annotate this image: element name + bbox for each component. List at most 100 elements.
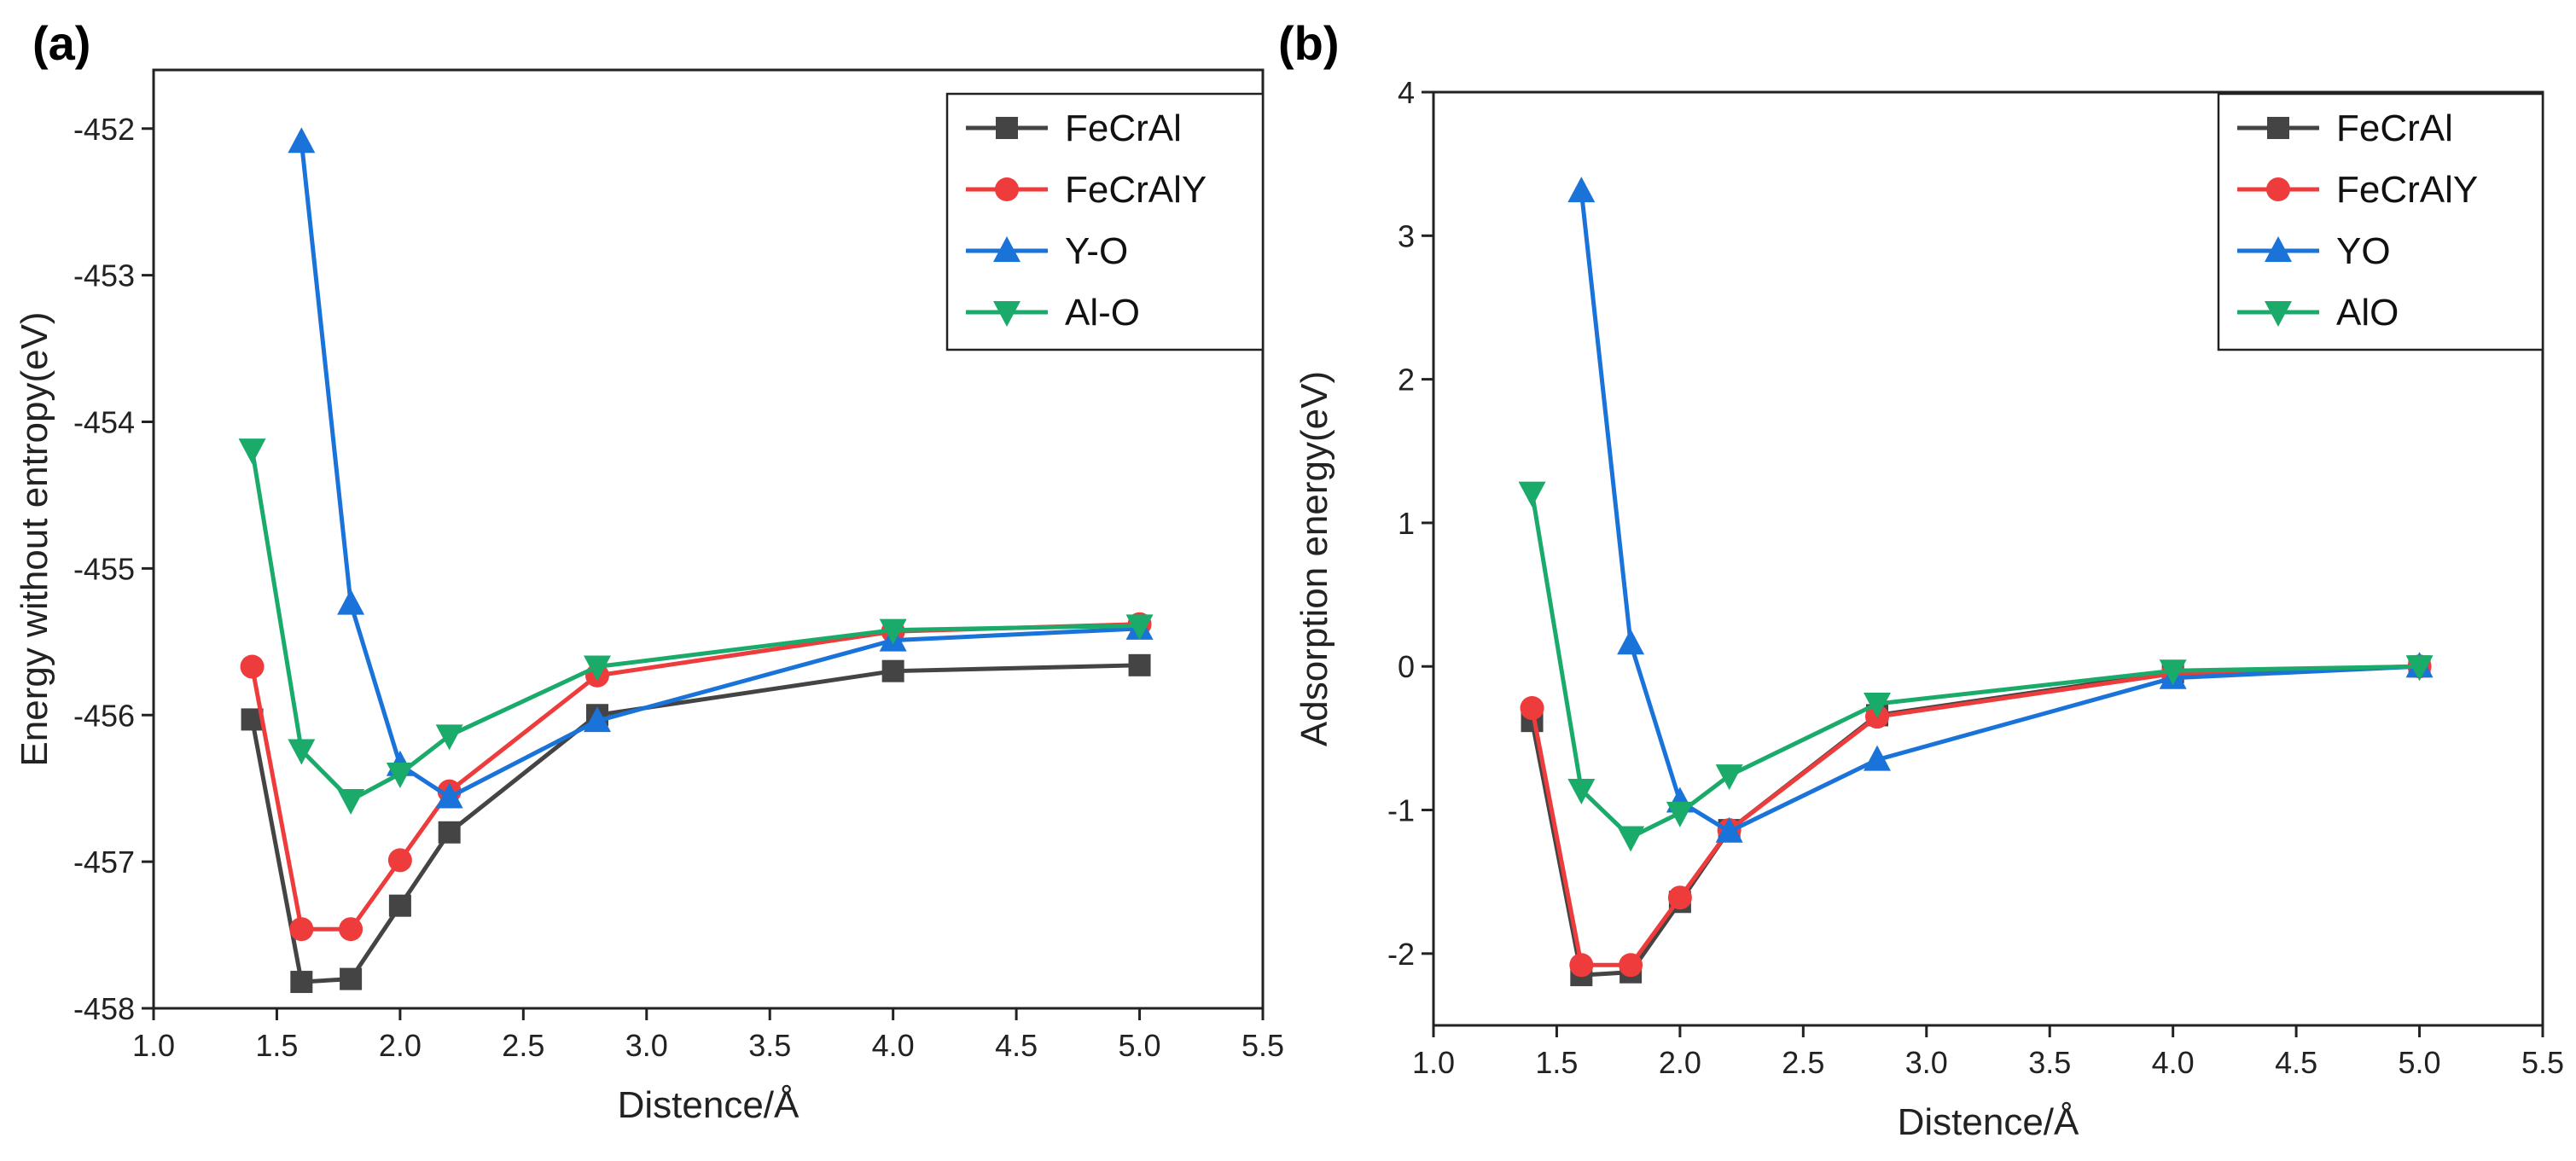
x-tick-label: 5.0 [1119, 1028, 1161, 1063]
data-point-fecraly [387, 848, 412, 873]
data-point-yo [1864, 745, 1891, 771]
x-tick-label: 4.0 [2152, 1045, 2195, 1080]
y-tick-label: -456 [73, 698, 135, 733]
data-point-y-o [337, 589, 365, 615]
data-point-al-o [1125, 614, 1154, 641]
chart-panel-b: (b) 1.0 1.5 2.0 2.5 3.0 3.5 4.0 4.5 5.0 5.5 -2 -1 0 1 2… [1278, 16, 2564, 1143]
x-tick-label: 1.5 [255, 1028, 298, 1063]
data-point-fecraly [1520, 696, 1544, 721]
y-tick-label: 0 [1398, 649, 1415, 684]
x-tick-label: 1.5 [1535, 1045, 1578, 1080]
data-point-fecral [438, 821, 461, 844]
panel-label: (a) [32, 16, 90, 70]
x-tick-label: 5.5 [1241, 1028, 1284, 1063]
series-line-al-o [250, 449, 1140, 803]
data-point-fecral [340, 967, 363, 990]
y-tick-label: 1 [1398, 506, 1415, 541]
x-tick-label: 2.0 [1659, 1045, 1701, 1080]
y-tick-label: -452 [73, 112, 135, 147]
y-tick-label: 4 [1398, 75, 1415, 110]
legend-marker-y-o [993, 236, 1021, 262]
data-point-yo [1715, 816, 1743, 843]
data-point-alo [1864, 692, 1891, 718]
data-point-yo [1567, 177, 1596, 203]
x-tick-label: 2.0 [379, 1028, 422, 1063]
y-tick-label: -458 [73, 991, 135, 1026]
data-point-al-o [435, 724, 463, 751]
plot-frame [152, 68, 1265, 1010]
x-tick-label: 2.5 [1782, 1045, 1824, 1080]
x-tick-label: 3.0 [1905, 1045, 1948, 1080]
legend-marker-fecral [996, 117, 1018, 139]
data-point-y-o [435, 782, 463, 809]
x-axis-title: Distence/Å [618, 1084, 800, 1126]
legend-marker-al-o [993, 301, 1021, 327]
y-axis-title: Adsorption energy(eV) [1294, 371, 1335, 746]
x-tick-label: 3.0 [625, 1028, 668, 1063]
x-tick-label: 5.0 [2399, 1045, 2441, 1080]
data-point-fecral [290, 971, 313, 994]
y-tick-label: -1 [1387, 793, 1415, 828]
data-point-al-o [584, 655, 611, 682]
x-tick-label: 1.0 [132, 1028, 175, 1063]
data-point-fecral [388, 894, 411, 917]
legend-label-al-o: Al-O [1065, 292, 1140, 334]
data-point-fecraly [240, 654, 265, 679]
legend-marker-fecraly [2266, 177, 2290, 201]
x-tick-label: 4.0 [872, 1028, 915, 1063]
y-tick-label: -457 [73, 845, 135, 879]
x-tick-label: 5.5 [2521, 1045, 2564, 1080]
x-tick-label: 4.5 [2275, 1045, 2317, 1080]
data-point-alo [2405, 655, 2434, 682]
data-point-alo [1518, 481, 1546, 508]
legend-label-y-o: Y-O [1065, 230, 1128, 272]
y-tick-label: -454 [73, 405, 135, 440]
data-point-y-o [584, 706, 611, 733]
legend-label-fecraly: FeCrAlY [2336, 169, 2478, 211]
data-point-alo [2159, 659, 2187, 686]
legend-label-fecraly: FeCrAlY [1065, 169, 1207, 211]
series-line-fecraly [1530, 664, 2420, 967]
legend-marker-yo [2265, 236, 2292, 262]
data-point-alo [1715, 764, 1743, 791]
data-point-fecraly [289, 917, 314, 942]
data-point-fecral [881, 659, 904, 682]
data-point-al-o [238, 438, 266, 465]
y-tick-label: 2 [1398, 363, 1415, 398]
legend-marker-fecral [2267, 117, 2289, 139]
y-axis-title: Energy without entropy(eV) [14, 311, 55, 766]
data-point-fecraly [1569, 953, 1594, 978]
plot-frame [1432, 90, 2544, 1027]
y-tick-label: -2 [1387, 937, 1415, 972]
data-point-alo [1567, 778, 1596, 804]
data-point-fecral [1128, 653, 1151, 676]
data-point-alo [1666, 801, 1694, 827]
x-axis-title: Distence/Å [1898, 1101, 2079, 1143]
series-line-alo [1530, 492, 2420, 840]
data-point-alo [1617, 826, 1645, 852]
y-tick-label: 3 [1398, 218, 1415, 253]
data-point-fecraly [339, 917, 363, 942]
panel-label: (b) [1278, 16, 1340, 70]
data-point-al-o [879, 618, 907, 645]
legend-label-yo: YO [2336, 230, 2391, 272]
legend-marker-alo [2265, 301, 2292, 327]
data-point-yo [1617, 629, 1645, 655]
x-tick-label: 2.5 [502, 1028, 544, 1063]
y-tick-label: -453 [73, 258, 135, 293]
x-tick-label: 1.0 [1412, 1045, 1455, 1080]
legend-label-fecral: FeCrAl [2336, 107, 2453, 149]
legend-marker-fecraly [995, 177, 1019, 201]
x-tick-label: 4.5 [995, 1028, 1038, 1063]
x-tick-label: 3.5 [748, 1028, 791, 1063]
data-point-fecraly [1667, 885, 1692, 910]
data-point-al-o [337, 788, 365, 815]
legend-label-alo: AlO [2336, 292, 2399, 334]
legend-label-fecral: FeCrAl [1065, 107, 1182, 149]
data-point-y-o [288, 127, 316, 154]
y-tick-label: -455 [73, 551, 135, 586]
chart-panel-a: (a) 1.0 1.5 2.0 2.5 3.0 3.5 4.0 4.5 5.0 5.5 -458 -45… [14, 16, 1284, 1126]
x-tick-label: 3.5 [2028, 1045, 2071, 1080]
data-point-fecraly [1619, 953, 1643, 978]
